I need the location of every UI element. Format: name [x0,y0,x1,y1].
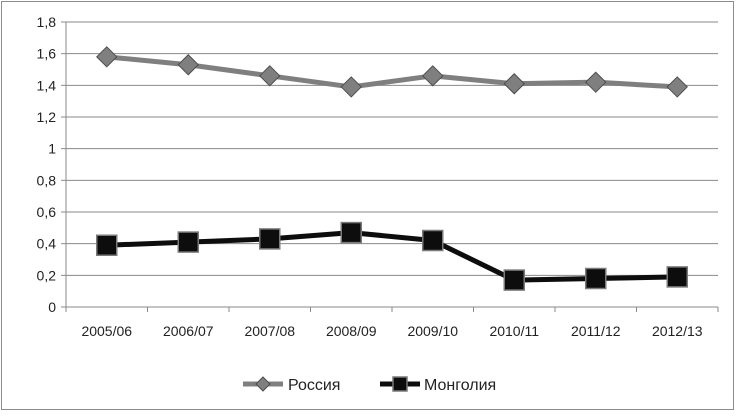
data-point-square [585,267,607,290]
y-tick-label: 1,8 [37,14,57,30]
data-point-diamond [585,71,607,93]
legend-item: Россия [243,376,340,394]
data-point-square [96,234,118,256]
y-tick-label: 1,6 [37,46,57,62]
y-tick-label: 1,2 [37,109,57,125]
y-tick-label: 0,4 [37,236,57,252]
data-point-square [259,228,281,250]
data-point-square [177,231,199,253]
data-point-square [503,269,525,291]
y-tick-labels: 0 0,2 0,4 0,6 0,8 1 1,2 1,4 1,6 1,8 [37,14,57,315]
data-point-square [422,229,444,252]
series-line [104,54,680,90]
legend-label: Монголия [424,377,496,394]
x-tick-labels: 2005/06 2006/07 2007/08 2008/09 2009/10 2010/… [81,323,702,339]
x-tick-label: 2006/07 [163,323,214,339]
series [96,46,688,291]
x-tick-label: 2005/06 [81,323,132,339]
y-tick-label: 0,8 [37,172,57,188]
line-chart: 0 0,2 0,4 0,6 0,8 1 1,2 1,4 1,6 1,8 2005/06 2006/0… [37,14,719,394]
data-point-diamond [340,76,362,98]
legend-item: Монголия [380,376,496,394]
data-point-diamond [96,46,118,68]
x-tick-label: 2010/11 [489,323,539,339]
x-tick-label: 2009/10 [407,323,458,339]
data-point-diamond [177,54,199,76]
legend: Россия Монголия [243,376,496,394]
x-tick-label: 2008/09 [326,323,377,339]
x-tick-label: 2011/12 [571,323,621,339]
data-point-square [392,376,408,392]
x-tick-label: 2012/13 [652,323,703,339]
data-point-diamond [666,76,688,98]
axes [61,21,719,312]
data-point-square [666,266,688,288]
data-point-diamond [255,376,271,392]
data-point-diamond [422,65,444,87]
series-1 [96,46,688,98]
data-point-diamond [259,65,281,87]
chart-frame: 0 0,2 0,4 0,6 0,8 1 1,2 1,4 1,6 1,8 2005/06 2006/0… [1,1,734,410]
legend-label: Россия [288,377,340,394]
y-tick-label: 0,2 [37,267,57,283]
series-line [104,230,680,283]
y-tick-label: 0,6 [37,204,57,220]
y-tick-label: 1,4 [37,77,57,93]
data-point-diamond [503,73,525,95]
data-point-square [340,221,362,244]
x-tick-label: 2007/08 [244,323,295,339]
y-tick-label: 0 [48,299,56,315]
y-tick-label: 1 [48,141,56,157]
series-2 [96,221,688,291]
